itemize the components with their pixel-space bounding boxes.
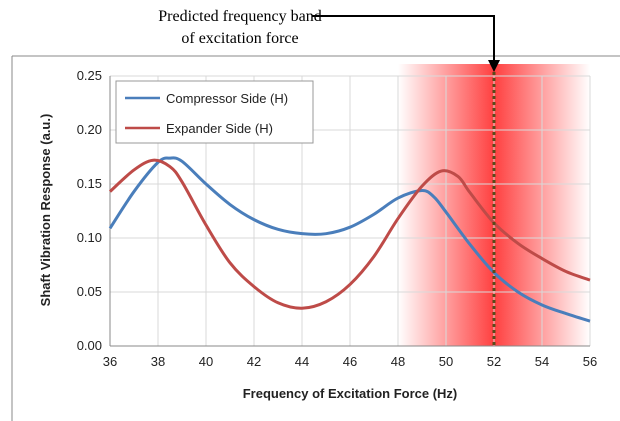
x-tick-label-50: 50 — [439, 354, 453, 369]
series-lines — [108, 156, 591, 323]
x-tick-label-40: 40 — [199, 354, 213, 369]
y-tick-label-0.20: 0.20 — [77, 122, 102, 137]
y-tick-label-0.15: 0.15 — [77, 176, 102, 191]
y-tick-label-0.25: 0.25 — [77, 68, 102, 83]
annotation-arrow-line — [312, 15, 495, 62]
x-tick-label-48: 48 — [391, 354, 405, 369]
legend: Compressor Side (H) Expander Side (H) — [115, 80, 314, 144]
y-tick-label-0.00: 0.00 — [77, 338, 102, 353]
series-line-1 — [108, 158, 591, 310]
annotation-arrow-head — [488, 60, 500, 72]
legend-label-expander: Expander Side (H) — [166, 121, 273, 136]
x-tick-label-38: 38 — [151, 354, 165, 369]
series-line-0 — [108, 156, 591, 323]
x-tick-label-42: 42 — [247, 354, 261, 369]
y-axis-title: Shaft Vibration Response (a.u.) — [38, 114, 53, 307]
x-tick-label-44: 44 — [295, 354, 309, 369]
x-tick-label-52: 52 — [487, 354, 501, 369]
x-tick-label-54: 54 — [535, 354, 549, 369]
legend-label-compressor: Compressor Side (H) — [166, 91, 288, 106]
annotation-line-2: of excitation force — [181, 30, 299, 47]
y-tick-label-0.10: 0.10 — [77, 230, 102, 245]
x-tick-label-36: 36 — [103, 354, 117, 369]
legend-box — [115, 80, 314, 144]
x-axis-title: Frequency of Excitation Force (Hz) — [243, 386, 458, 401]
tick-labels: 36 38 40 42 44 46 48 50 52 54 56 0.00 0.05 0.10 0.15 0.… — [77, 68, 598, 369]
annotation-line-1: Predicted frequency band — [158, 8, 322, 25]
band-annotation: Predicted frequency band of excitation f… — [140, 6, 340, 50]
axes — [109, 76, 590, 347]
y-tick-label-0.05: 0.05 — [77, 284, 102, 299]
x-tick-label-46: 46 — [343, 354, 357, 369]
x-tick-label-56: 56 — [583, 354, 597, 369]
